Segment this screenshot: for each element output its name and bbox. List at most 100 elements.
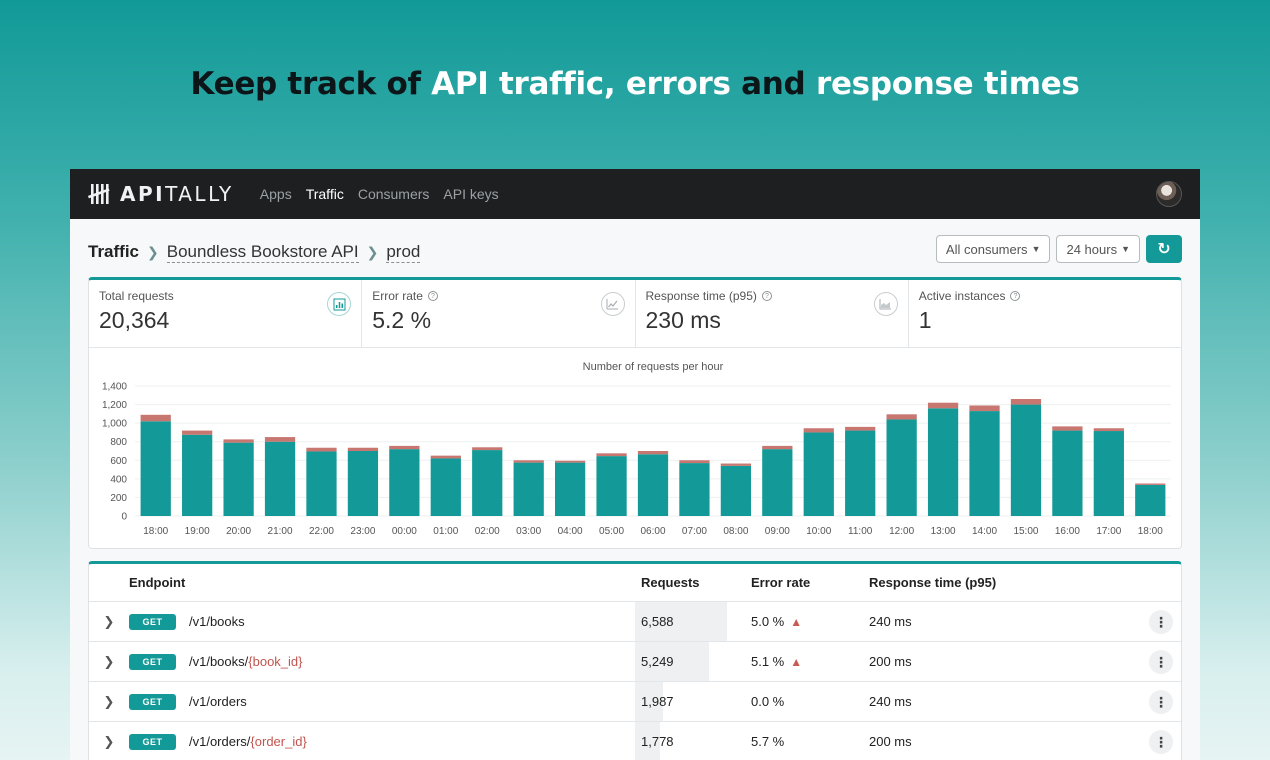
- endpoint-cell: GET/v1/orders/{order_id}: [129, 733, 635, 750]
- app-window: APITALLY Apps Traffic Consumers API keys…: [70, 169, 1200, 760]
- bar-errors: [347, 447, 379, 451]
- response-time-cell: 200 ms: [869, 654, 912, 669]
- logo-icon: [88, 184, 110, 204]
- y-tick-label: 800: [110, 437, 127, 448]
- method-badge: GET: [129, 693, 176, 710]
- metric-label: Response time (p95)?: [646, 289, 898, 303]
- bar-successful: [140, 421, 171, 516]
- table-row[interactable]: ❯ GET/v1/books 6,588 5.0 % ▲ 240 ms ⋮: [89, 602, 1181, 642]
- y-tick-label: 600: [110, 456, 127, 467]
- period-dropdown[interactable]: 24 hours ▼: [1056, 235, 1140, 263]
- bar-errors: [1135, 483, 1166, 485]
- x-tick-label: 22:00: [309, 526, 334, 537]
- nav-link-consumers[interactable]: Consumers: [357, 186, 430, 202]
- bar-successful: [927, 408, 959, 516]
- table-header: Endpoint Requests Error rate Response ti…: [89, 564, 1181, 602]
- filter-controls: All consumers ▼ 24 hours ▼ ↻: [935, 235, 1182, 263]
- col-header-requests[interactable]: Requests: [641, 575, 700, 590]
- line-chart-icon: [600, 292, 625, 316]
- breadcrumb-app-selector[interactable]: Boundless Bookstore API: [166, 241, 359, 263]
- endpoint-cell: GET/v1/books: [129, 613, 635, 630]
- top-navbar: APITALLY Apps Traffic Consumers API keys: [70, 169, 1200, 219]
- bar-successful: [679, 463, 710, 516]
- bar-errors: [223, 439, 254, 443]
- row-actions: ⋮: [1141, 729, 1181, 754]
- response-time-cell: 240 ms: [869, 614, 912, 629]
- bar-successful: [472, 450, 503, 516]
- bar-errors: [513, 460, 544, 463]
- chevron-right-icon: ❯: [366, 243, 379, 260]
- y-tick-label: 200: [110, 493, 127, 504]
- info-icon[interactable]: ?: [761, 291, 772, 301]
- bar-successful: [513, 462, 544, 516]
- chevron-right-icon[interactable]: ❯: [103, 653, 115, 669]
- bar-errors: [1010, 399, 1042, 405]
- x-tick-label: 08:00: [723, 526, 748, 537]
- consumers-dropdown[interactable]: All consumers ▼: [935, 235, 1051, 263]
- metric-label: Total requests: [99, 289, 174, 303]
- bar-successful: [389, 449, 420, 516]
- x-tick-label: 00:00: [392, 526, 417, 537]
- bar-errors: [679, 460, 710, 464]
- x-tick-label: 14:00: [972, 526, 997, 537]
- bar-successful: [762, 449, 793, 516]
- more-options-icon[interactable]: ⋮: [1149, 729, 1173, 754]
- info-icon[interactable]: ?: [427, 291, 438, 301]
- chevron-right-icon[interactable]: ❯: [103, 613, 115, 629]
- col-header-response-time[interactable]: Response time (p95): [869, 575, 997, 590]
- nav-link-api-keys[interactable]: API keys: [443, 186, 499, 202]
- x-tick-label: 04:00: [558, 526, 583, 537]
- page-header: Traffic ❯ Boundless Bookstore API ❯ prod…: [88, 235, 1182, 269]
- metric-total-requests: Total requests 20,364: [89, 280, 363, 347]
- error-rate-cell: 5.1 % ▲: [751, 654, 803, 669]
- refresh-button[interactable]: ↻: [1146, 235, 1182, 263]
- bar-errors: [637, 451, 669, 455]
- bar-errors: [182, 430, 213, 435]
- hero-part: and: [741, 66, 816, 102]
- row-actions: ⋮: [1141, 609, 1181, 634]
- table-row[interactable]: ❯ GET/v1/books/{book_id} 5,249 5.1 % ▲ 20…: [89, 642, 1181, 682]
- breadcrumb-env-selector[interactable]: prod: [386, 241, 421, 263]
- chevron-right-icon: ❯: [147, 243, 159, 260]
- x-tick-label: 03:00: [516, 526, 541, 537]
- endpoints-table: Endpoint Requests Error rate Response ti…: [88, 561, 1182, 760]
- bar-errors: [472, 447, 503, 451]
- y-tick-label: 0: [121, 512, 127, 523]
- nav-link-apps[interactable]: Apps: [259, 186, 292, 202]
- bar-successful: [886, 419, 917, 516]
- requests-cell: 1,987: [635, 682, 751, 721]
- breadcrumb-page: Traffic: [88, 242, 140, 261]
- x-tick-label: 17:00: [1096, 526, 1121, 537]
- chart-title: Number of requests per hour: [583, 361, 724, 373]
- chevron-right-icon[interactable]: ❯: [103, 693, 115, 709]
- bar-errors: [762, 445, 793, 450]
- area-chart-icon: [873, 292, 898, 316]
- brand-logo[interactable]: APITALLY: [88, 182, 234, 206]
- x-tick-label: 07:00: [682, 526, 707, 537]
- metric-value: 5.2 %: [372, 307, 432, 333]
- bar-successful: [969, 411, 1000, 516]
- bar-errors: [554, 460, 586, 463]
- chevron-right-icon[interactable]: ❯: [103, 733, 115, 749]
- more-options-icon[interactable]: ⋮: [1149, 609, 1173, 634]
- requests-cell: 1,778: [635, 722, 751, 760]
- info-icon[interactable]: ?: [1010, 291, 1021, 301]
- bar-errors: [927, 402, 959, 409]
- table-row[interactable]: ❯ GET/v1/orders 1,987 0.0 %▲ 240 ms ⋮: [89, 682, 1181, 722]
- more-options-icon[interactable]: ⋮: [1149, 689, 1173, 714]
- requests-share-bar: [635, 642, 709, 681]
- bar-errors: [720, 463, 752, 466]
- col-header-endpoint[interactable]: Endpoint: [129, 575, 186, 590]
- nav-link-traffic[interactable]: Traffic: [305, 186, 344, 202]
- requests-per-hour-chart: Number of requests per hour 1,400 1,200 1,0…: [102, 361, 1171, 537]
- period-dropdown-label: 24 hours: [1066, 241, 1118, 257]
- col-header-error-rate[interactable]: Error rate: [751, 575, 811, 590]
- endpoint-cell: GET/v1/books/{book_id}: [129, 653, 635, 670]
- metrics-row: Total requests 20,364 Error rate? 5.2 % …: [89, 280, 1181, 348]
- bar-successful: [306, 451, 337, 516]
- more-options-icon[interactable]: ⋮: [1149, 649, 1173, 674]
- user-avatar[interactable]: [1156, 181, 1182, 207]
- hero-part: API traffic, errors: [431, 66, 742, 102]
- table-row[interactable]: ❯ GET/v1/orders/{order_id} 1,778 5.7 %▲ …: [89, 722, 1181, 760]
- metric-label: Active instances?: [919, 289, 1171, 303]
